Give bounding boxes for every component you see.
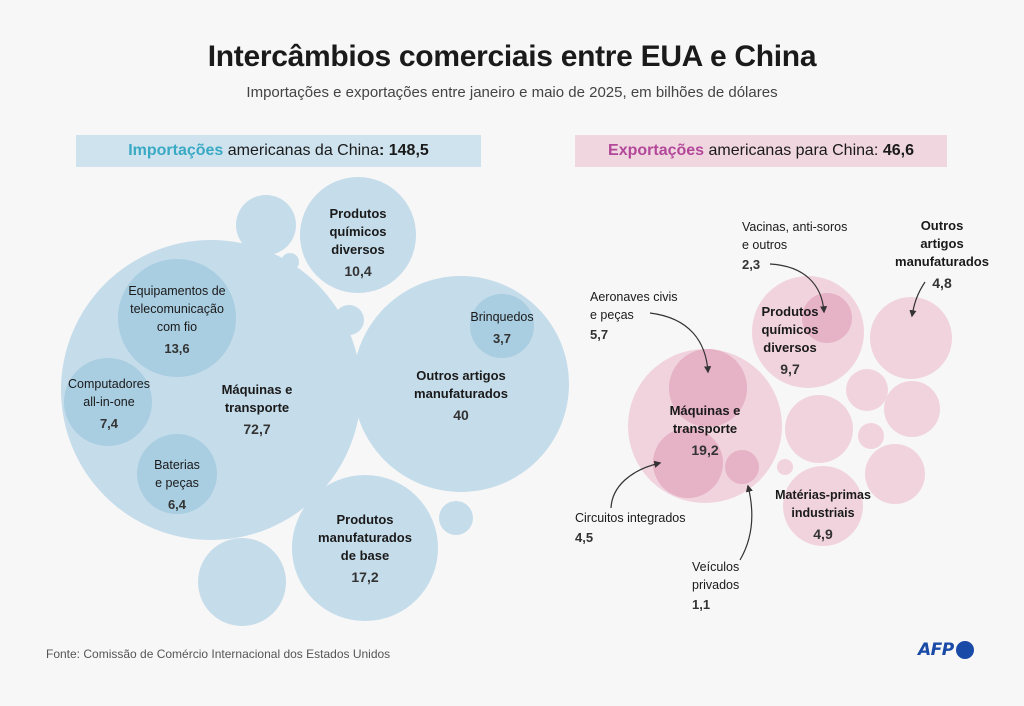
imports-bubble-brinquedos: [470, 294, 534, 358]
afp-logo-text: AFP: [918, 640, 954, 660]
imports-label-quimicos: Produtos químicos diversos 10,4: [329, 206, 386, 279]
imports-label-outros: Outros artigos manufaturados 40: [414, 368, 508, 423]
imports-label-manufaturados-base: Produtos manufaturados de base 17,2: [318, 512, 412, 585]
imports-header-total: 148,5: [388, 142, 429, 159]
exports-label-circuitos: Circuitos integrados 4,5: [575, 511, 685, 545]
exports-label-veiculos: Veículos privados 1,1: [692, 560, 739, 612]
imports-header-rest: americanas da China: [223, 142, 379, 159]
exports-label-outros: Outros artigos manufaturados 4,8: [895, 218, 989, 291]
exports-header-total: 46,6: [882, 142, 914, 159]
exports-arrow-vacinas: [769, 263, 828, 314]
imports-filler-bubble: [439, 501, 473, 535]
exports-filler-bubble: [777, 459, 793, 475]
exports-header-highlight: Exportações: [608, 142, 705, 159]
imports-header-colon: :: [378, 142, 389, 159]
exports-label-maquinas: Máquinas e transporte 19,2: [670, 403, 741, 458]
exports-bubble-veiculos: [725, 450, 759, 484]
imports-label-maquinas: Máquinas e transporte 72,7: [222, 382, 293, 437]
exports-bubble-aeronaves: [669, 349, 747, 427]
imports-bubble-outros: [353, 276, 569, 492]
exports-filler-bubble: [846, 369, 888, 411]
chart-title: Intercâmbios comerciais entre EUA e Chin…: [207, 40, 817, 73]
exports-label-quimicos: Produtos químicos diversos 9,7: [761, 304, 818, 377]
imports-bubble-baterias: [137, 434, 217, 514]
imports-label-brinquedos: Brinquedos 3,7: [470, 310, 533, 346]
exports-label-vacinas: Vacinas, anti-soros e outros 2,3: [742, 220, 847, 272]
exports-arrow-outros: [909, 281, 926, 318]
imports-bubble-computadores: [64, 358, 152, 446]
exports-header-rest: americanas para China:: [704, 142, 883, 159]
exports-label-aeronaves: Aeronaves civis e peças 5,7: [590, 290, 678, 342]
imports-bubble-quimicos: [300, 177, 416, 293]
exports-filler-bubble: [858, 423, 884, 449]
imports-filler-bubble: [198, 538, 286, 626]
exports-arrow-circuitos: [610, 460, 662, 509]
source-note: Fonte: Comissão de Comércio Internaciona…: [46, 647, 391, 661]
exports-bubble-outros: [870, 297, 952, 379]
afp-logo-dot: [955, 641, 974, 659]
imports-filler-bubble: [236, 195, 296, 255]
exports-filler-bubble: [884, 381, 940, 437]
arrow-layer: [610, 263, 926, 561]
imports-label-baterias: Baterias e peças 6,4: [154, 458, 200, 512]
exports-bubble-circuitos: [653, 428, 723, 498]
afp-logo: AFP: [918, 639, 974, 661]
label-layer: Máquinas e transporte 72,7 Equipamentos de t…: [68, 206, 989, 612]
exports-filler-bubble: [785, 395, 853, 463]
imports-bubble-telecom: [118, 259, 236, 377]
imports-label-telecom: Equipamentos de telecomunicação com fio 13,…: [128, 284, 225, 356]
imports-label-computadores: Computadores all-in-one 7,4: [68, 377, 150, 431]
imports-header-highlight: Importações: [128, 142, 224, 159]
exports-bubble-vacinas: [802, 293, 852, 343]
exports-filler-bubble: [865, 444, 925, 504]
exports-header: Exportações americanas para China: 46,6: [575, 135, 947, 167]
exports-arrow-aeronaves: [649, 312, 712, 374]
bubble-layer: [61, 177, 952, 626]
imports-bubble-manufaturados-base: [292, 475, 438, 621]
chart-subtitle: Importações e exportações entre janeiro …: [246, 84, 778, 101]
exports-bubble-materias: [783, 466, 863, 546]
imports-header: Importações americanas da China: 148,5: [76, 135, 481, 167]
exports-label-materias: Matérias-primas industriais 4,9: [775, 488, 871, 542]
exports-arrow-veiculos: [739, 484, 753, 561]
